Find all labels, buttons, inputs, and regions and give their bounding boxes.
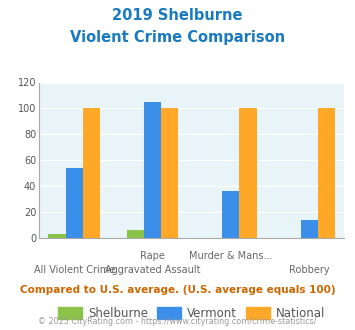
Legend: Shelburne, Vermont, National: Shelburne, Vermont, National	[54, 302, 330, 325]
Bar	[318, 108, 335, 238]
Text: All Violent Crime: All Violent Crime	[34, 265, 115, 275]
Text: Robbery: Robbery	[289, 265, 329, 275]
Text: Compared to U.S. average. (U.S. average equals 100): Compared to U.S. average. (U.S. average …	[20, 285, 335, 295]
Bar	[222, 191, 240, 238]
Text: Violent Crime Comparison: Violent Crime Comparison	[70, 30, 285, 45]
Text: Aggravated Assault: Aggravated Assault	[105, 265, 200, 275]
Bar	[127, 230, 144, 238]
Text: Rape: Rape	[140, 251, 165, 261]
Bar	[161, 108, 179, 238]
Bar	[144, 102, 161, 238]
Bar	[83, 108, 100, 238]
Text: Murder & Mans...: Murder & Mans...	[189, 251, 273, 261]
Bar	[240, 108, 257, 238]
Text: © 2025 CityRating.com - https://www.cityrating.com/crime-statistics/: © 2025 CityRating.com - https://www.city…	[38, 317, 317, 326]
Bar	[48, 234, 66, 238]
Bar	[301, 219, 318, 238]
Text: 2019 Shelburne: 2019 Shelburne	[112, 8, 243, 23]
Bar	[66, 168, 83, 238]
